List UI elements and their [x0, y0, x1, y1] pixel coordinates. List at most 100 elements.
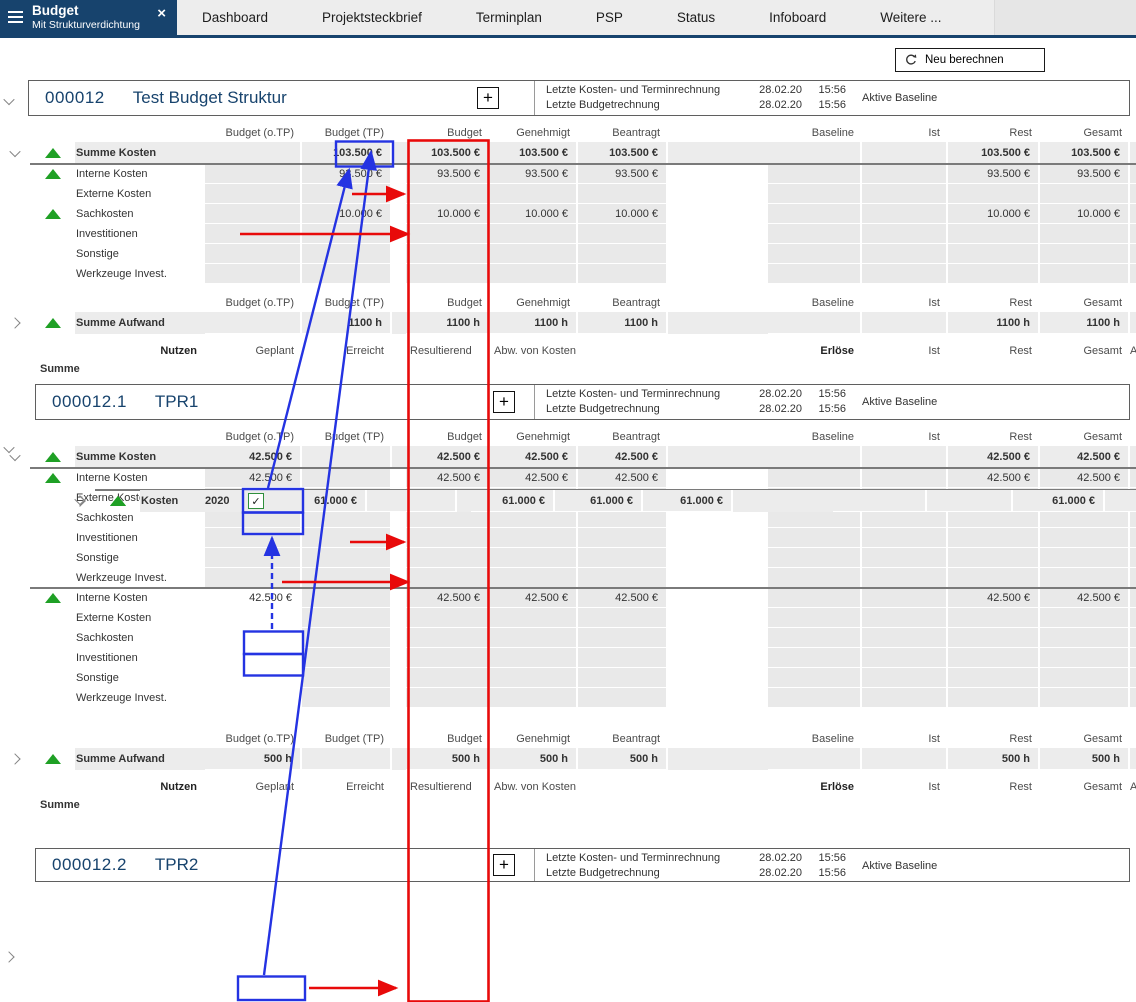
cell-baseline	[768, 628, 862, 648]
cell-gesamt: 42.500 €	[1040, 468, 1130, 488]
cell-gap	[392, 142, 406, 164]
nav-tab[interactable]: Projektsteckbrief	[322, 10, 422, 25]
cell-ist	[862, 688, 948, 708]
cell-gesamt: 93.500 €	[1040, 164, 1130, 184]
cell-edge	[1130, 588, 1136, 608]
calc-time: 15:56	[818, 99, 846, 111]
cell-gap	[392, 748, 406, 770]
cell-beantragt: 61.000 €	[643, 490, 733, 512]
hamburger-menu-icon[interactable]	[8, 11, 23, 26]
cell-ist	[862, 244, 948, 264]
close-icon[interactable]: ×	[157, 5, 166, 22]
nav-tab[interactable]: Dashboard	[202, 10, 269, 25]
row-label: Sachkosten	[76, 512, 134, 524]
section-chevron-right-icon[interactable]	[3, 948, 15, 966]
cell-gap	[668, 312, 768, 334]
cell-ist	[862, 508, 948, 528]
cell-gesamt	[1040, 688, 1130, 708]
active-baseline-label: Aktive Baseline	[862, 859, 938, 872]
year-checkbox[interactable]	[248, 493, 264, 509]
cell-budget-otp	[205, 668, 302, 688]
table-row: Investitionen	[0, 528, 1136, 548]
nav-tab[interactable]: Terminplan	[475, 10, 542, 25]
row-label-cell: Investitionen	[75, 648, 205, 668]
cell-edge	[1130, 648, 1136, 668]
row-expand-chevron-icon[interactable]	[9, 145, 21, 158]
nav-tab[interactable]: Infoboard	[769, 10, 827, 25]
cell-rest	[948, 568, 1040, 588]
section-chevron-down-icon[interactable]	[3, 440, 15, 458]
cell-budget	[406, 224, 490, 244]
cell-edge	[1130, 468, 1136, 488]
row-label-cell: Kosten 2020	[140, 490, 270, 512]
section-chevron-down-icon[interactable]	[3, 92, 15, 110]
cell-gap	[457, 490, 471, 512]
cell-gap	[668, 528, 768, 548]
cell-budget-otp: 500 h	[205, 748, 302, 770]
add-plus-button[interactable]	[493, 391, 515, 413]
table-row: Interne Kosten 93.500 € 93.500 € 93.500 …	[0, 163, 1136, 184]
cell-ist	[927, 490, 1013, 512]
cell-rest	[948, 648, 1040, 668]
cell-edge	[1130, 142, 1136, 164]
row-label-cell: Interne Kosten	[75, 468, 205, 488]
table-row: Externe Kosten	[0, 184, 1136, 204]
cell-gap	[392, 588, 406, 608]
cell-budget	[406, 668, 490, 688]
cell-genehmigt	[490, 648, 578, 668]
cell-gesamt	[1040, 528, 1130, 548]
aufwand-column-headers: Budget (o.TP) Budget (TP) Budget Genehmi…	[225, 297, 1122, 309]
row-label: Werkzeuge Invest.	[76, 692, 167, 704]
nav-tab[interactable]: Status	[676, 10, 716, 25]
table-row: Interne Kosten 42.500 € 42.500 € 42.500 …	[0, 467, 1136, 488]
cell-gap	[668, 628, 768, 648]
cell-baseline	[768, 184, 862, 204]
cell-edge	[1130, 244, 1136, 264]
cell-budget-tp	[302, 446, 392, 468]
cell-rest: 10.000 €	[948, 204, 1040, 224]
aufwand-column-headers: Budget (o.TP) Budget (TP) Budget Genehmi…	[225, 733, 1122, 745]
last-budget-calc-label: Letzte Budgetrechnung	[546, 867, 660, 879]
cell-budget-tp: 10.000 €	[302, 204, 392, 224]
trend-up-triangle-icon	[45, 169, 61, 179]
cell-beantragt	[578, 688, 668, 708]
top-tab-bar: Budget Mit Strukturverdichtung × Dashboa…	[0, 0, 1136, 38]
aufwand-table-000012-1: Summe Aufwand 500 h 500 h 500 h 500 h 50…	[0, 489, 1136, 770]
cell-genehmigt: 42.500 €	[490, 468, 578, 488]
active-module-tab[interactable]: Budget Mit Strukturverdichtung ×	[0, 0, 177, 35]
row-expand-chevron-icon[interactable]	[9, 753, 21, 765]
add-plus-button[interactable]	[493, 854, 515, 876]
cell-genehmigt	[490, 224, 578, 244]
cell-gesamt	[1040, 264, 1130, 284]
nav-tab[interactable]: PSP	[595, 10, 623, 25]
cell-gesamt	[1040, 628, 1130, 648]
cell-beantragt: 500 h	[578, 748, 668, 770]
row-label: Interne Kosten	[76, 592, 148, 604]
cell-gesamt	[1040, 184, 1130, 204]
cell-gesamt: 103.500 €	[1040, 142, 1130, 164]
add-plus-button[interactable]	[477, 87, 499, 109]
cell-budget: 42.500 €	[406, 468, 490, 488]
row-expand-chevron-icon[interactable]	[9, 317, 21, 329]
cell-baseline	[768, 244, 862, 264]
cell-budget-otp	[205, 312, 302, 334]
cell-budget	[406, 244, 490, 264]
summe-row: Summe	[40, 362, 80, 375]
cell-ist	[862, 264, 948, 284]
row-expand-chevron-icon[interactable]	[74, 495, 86, 507]
cell-gap	[392, 648, 406, 668]
cell-gap	[392, 312, 406, 334]
cell-genehmigt: 61.000 €	[555, 490, 643, 512]
recalculate-button[interactable]: Neu berechnen	[895, 48, 1045, 72]
cell-baseline	[768, 528, 862, 548]
project-title: TPR2	[154, 855, 199, 874]
cell-edge	[1130, 568, 1136, 588]
row-label: Summe Aufwand	[76, 317, 165, 329]
row-label: Sonstige	[76, 672, 119, 684]
cell-baseline	[768, 468, 862, 488]
cell-budget-otp: 42.500 €	[205, 588, 302, 608]
table-row: Summe Aufwand 1100 h 1100 h 1100 h 1100 …	[0, 312, 1136, 334]
cell-gesamt: 61.000 €	[1105, 490, 1136, 512]
nav-tab[interactable]: Weitere ...	[880, 10, 942, 25]
cell-genehmigt: 1100 h	[490, 312, 578, 334]
